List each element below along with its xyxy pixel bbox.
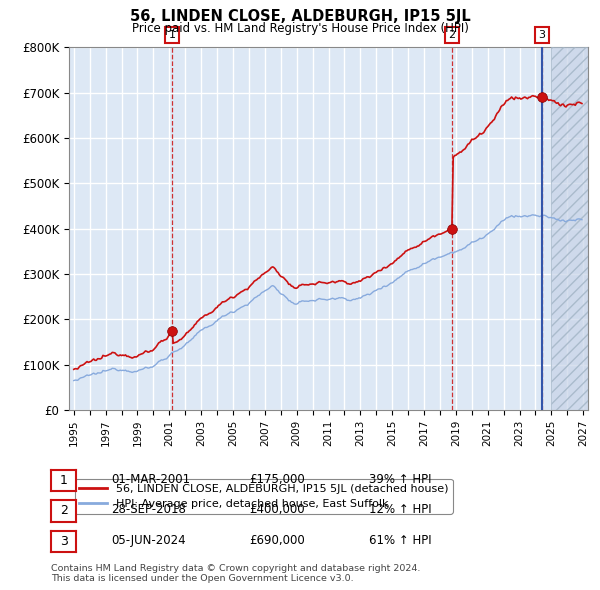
Text: 28-SEP-2018: 28-SEP-2018: [111, 503, 186, 516]
Text: 1: 1: [169, 30, 176, 40]
Legend: 56, LINDEN CLOSE, ALDEBURGH, IP15 5JL (detached house), HPI: Average price, deta: 56, LINDEN CLOSE, ALDEBURGH, IP15 5JL (d…: [74, 479, 452, 513]
Text: 56, LINDEN CLOSE, ALDEBURGH, IP15 5JL: 56, LINDEN CLOSE, ALDEBURGH, IP15 5JL: [130, 9, 470, 24]
Text: 3: 3: [539, 30, 545, 40]
Text: £175,000: £175,000: [249, 473, 305, 486]
Text: 3: 3: [59, 535, 68, 548]
Text: 61% ↑ HPI: 61% ↑ HPI: [369, 534, 431, 547]
Text: 2: 2: [448, 30, 455, 40]
Text: 1: 1: [59, 474, 68, 487]
Text: 2: 2: [59, 504, 68, 517]
Text: 39% ↑ HPI: 39% ↑ HPI: [369, 473, 431, 486]
Text: 01-MAR-2001: 01-MAR-2001: [111, 473, 190, 486]
Text: £400,000: £400,000: [249, 503, 305, 516]
Text: 12% ↑ HPI: 12% ↑ HPI: [369, 503, 431, 516]
Text: £690,000: £690,000: [249, 534, 305, 547]
Text: Contains HM Land Registry data © Crown copyright and database right 2024.: Contains HM Land Registry data © Crown c…: [51, 565, 421, 573]
Text: Price paid vs. HM Land Registry's House Price Index (HPI): Price paid vs. HM Land Registry's House …: [131, 22, 469, 35]
Text: This data is licensed under the Open Government Licence v3.0.: This data is licensed under the Open Gov…: [51, 574, 353, 583]
Text: 05-JUN-2024: 05-JUN-2024: [111, 534, 185, 547]
